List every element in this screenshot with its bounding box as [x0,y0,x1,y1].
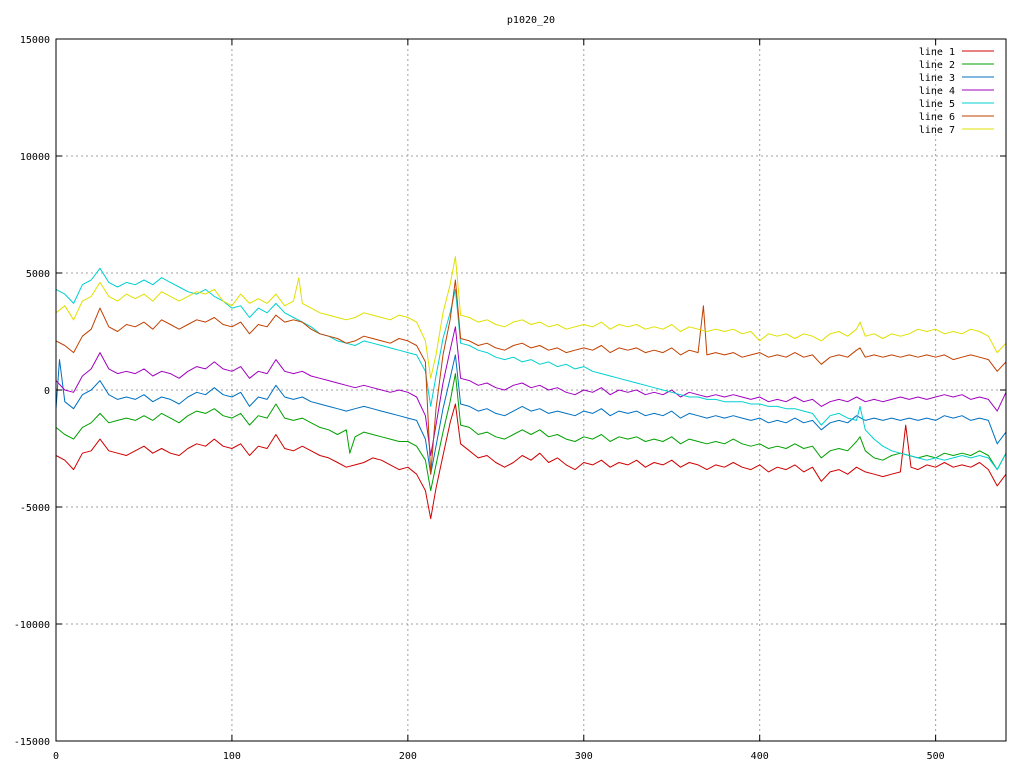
y-tick-label: -10000 [14,620,50,631]
y-tick-label: -5000 [20,503,50,514]
x-tick-label: 300 [575,751,593,762]
series-lines [55,256,1007,520]
series-line-6 [55,279,1007,475]
series-line-3 [55,354,1007,475]
legend-label: line 3 [919,73,955,84]
legend-label: line 1 [919,47,955,58]
legend-label: line 7 [919,125,955,136]
chart-title: p1020_20 [507,15,555,26]
x-tick-label: 500 [927,751,945,762]
y-tick-label: 0 [44,386,50,397]
x-tick-label: 100 [223,751,241,762]
legend-label: line 4 [919,86,955,97]
legend-label: line 5 [919,99,955,110]
x-tick-label: 200 [399,751,417,762]
y-tick-label: 5000 [26,269,50,280]
x-tick-label: 400 [751,751,769,762]
legend-label: line 2 [919,60,955,71]
series-line-4 [55,326,1007,456]
legend: line 1 line 2 line 3 line 4 line 5 line 6 line… [919,47,994,136]
legend-label: line 6 [919,112,955,123]
axis-ticks: 0 100 200 300 400 500 -15000 -10000 -5000 0 5000 10… [14,35,1006,762]
series-line-2 [55,373,1007,492]
series-line-5 [55,267,1007,471]
y-tick-label: 10000 [20,152,50,163]
y-tick-label: 15000 [20,35,50,46]
y-tick-label: -15000 [14,737,50,748]
series-line-7 [55,256,1007,379]
x-tick-label: 0 [53,751,59,762]
grid-lines [56,39,1006,741]
series-line-1 [55,403,1007,520]
